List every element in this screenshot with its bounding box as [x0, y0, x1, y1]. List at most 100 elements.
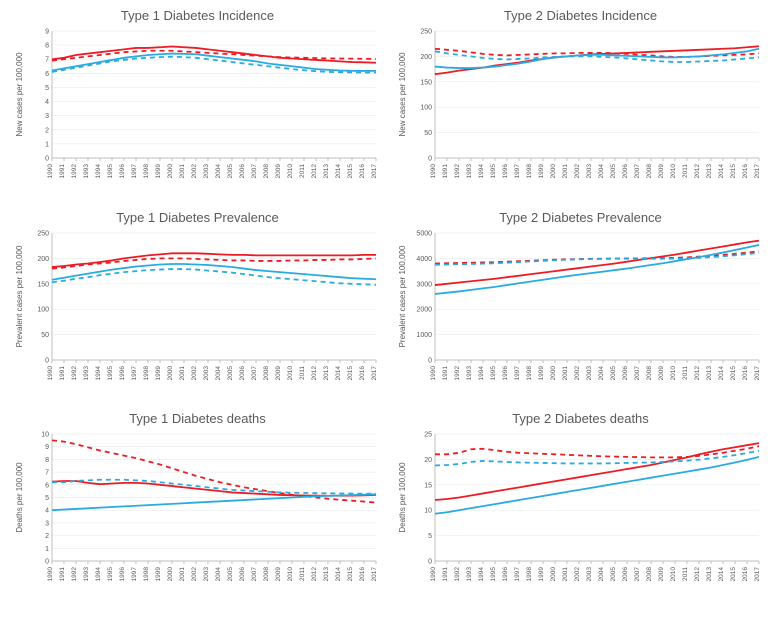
svg-text:2006: 2006 — [622, 164, 629, 179]
svg-text:2004: 2004 — [215, 164, 222, 179]
svg-text:50: 50 — [424, 130, 432, 137]
svg-text:1992: 1992 — [454, 567, 461, 582]
svg-text:7: 7 — [45, 57, 49, 64]
svg-text:2010: 2010 — [670, 567, 677, 582]
svg-text:1997: 1997 — [514, 164, 521, 179]
svg-text:2008: 2008 — [263, 164, 270, 179]
series-t1inc-blue_solid — [52, 54, 376, 71]
chart-svg-t1death: 0123456789101990199119921993199419951996… — [10, 428, 386, 601]
svg-text:2010: 2010 — [287, 567, 294, 582]
svg-text:2: 2 — [45, 533, 49, 540]
svg-text:2002: 2002 — [191, 365, 198, 380]
svg-text:1994: 1994 — [478, 365, 485, 380]
series-t1death-blue_dash — [52, 480, 376, 494]
svg-text:1996: 1996 — [119, 365, 126, 380]
svg-text:1992: 1992 — [71, 567, 78, 582]
svg-text:1997: 1997 — [131, 365, 138, 380]
svg-text:1992: 1992 — [454, 164, 461, 179]
svg-text:1997: 1997 — [514, 365, 521, 380]
svg-text:1993: 1993 — [466, 164, 473, 179]
svg-text:2002: 2002 — [191, 567, 198, 582]
svg-text:2009: 2009 — [275, 365, 282, 380]
svg-text:1990: 1990 — [47, 567, 54, 582]
svg-text:2001: 2001 — [179, 164, 186, 179]
svg-text:2017: 2017 — [754, 567, 761, 582]
svg-text:1998: 1998 — [143, 164, 150, 179]
svg-text:2000: 2000 — [167, 164, 174, 179]
svg-text:2013: 2013 — [706, 567, 713, 582]
svg-text:1999: 1999 — [155, 164, 162, 179]
svg-text:2016: 2016 — [742, 567, 749, 582]
svg-text:2014: 2014 — [718, 365, 725, 380]
svg-text:2013: 2013 — [323, 164, 330, 179]
panel-t1prev: Type 1 Diabetes Prevalence 0501001502002… — [8, 210, 387, 408]
svg-text:2011: 2011 — [682, 164, 689, 178]
svg-text:1998: 1998 — [143, 567, 150, 582]
svg-text:1995: 1995 — [107, 365, 114, 380]
svg-text:2017: 2017 — [754, 365, 761, 380]
svg-text:2004: 2004 — [215, 365, 222, 380]
svg-text:4000: 4000 — [416, 256, 432, 263]
svg-text:2015: 2015 — [730, 365, 737, 380]
svg-text:2009: 2009 — [275, 567, 282, 582]
svg-text:2011: 2011 — [299, 567, 306, 581]
svg-text:1995: 1995 — [490, 365, 497, 380]
svg-text:1991: 1991 — [59, 365, 66, 380]
chart-svg-t1prev: 0501001502002501990199119921993199419951… — [10, 227, 386, 400]
svg-text:5000: 5000 — [416, 230, 432, 237]
svg-text:0: 0 — [428, 559, 432, 566]
svg-text:2013: 2013 — [706, 365, 713, 380]
svg-text:2014: 2014 — [718, 567, 725, 582]
svg-text:1996: 1996 — [502, 365, 509, 380]
svg-text:7: 7 — [45, 470, 49, 477]
svg-text:0: 0 — [45, 559, 49, 566]
svg-text:2012: 2012 — [694, 164, 701, 179]
chart-svg-t2death: 0510152025199019911992199319941995199619… — [393, 428, 769, 601]
svg-text:2012: 2012 — [694, 567, 701, 582]
svg-text:2007: 2007 — [251, 365, 258, 380]
panel-title-t2inc: Type 2 Diabetes Incidence — [504, 8, 657, 23]
svg-text:2009: 2009 — [658, 164, 665, 179]
svg-text:1999: 1999 — [538, 164, 545, 179]
svg-text:5: 5 — [45, 85, 49, 92]
svg-text:5: 5 — [45, 495, 49, 502]
svg-text:1997: 1997 — [131, 567, 138, 582]
chart-svg-t2prev: 0100020003000400050001990199119921993199… — [393, 227, 769, 400]
svg-text:2001: 2001 — [179, 365, 186, 380]
svg-text:2016: 2016 — [742, 365, 749, 380]
svg-text:8: 8 — [45, 457, 49, 464]
svg-text:2006: 2006 — [239, 567, 246, 582]
chart-svg-t2inc: 0501001502002501990199119921993199419951… — [393, 25, 769, 198]
svg-text:2015: 2015 — [730, 567, 737, 582]
svg-text:1996: 1996 — [502, 567, 509, 582]
svg-text:2004: 2004 — [598, 567, 605, 582]
svg-text:2012: 2012 — [311, 567, 318, 582]
svg-text:1998: 1998 — [526, 365, 533, 380]
svg-text:1990: 1990 — [47, 164, 54, 179]
svg-text:2012: 2012 — [311, 365, 318, 380]
svg-text:1996: 1996 — [502, 164, 509, 179]
svg-text:Deaths per 100,000: Deaths per 100,000 — [15, 462, 24, 533]
svg-text:2014: 2014 — [335, 567, 342, 582]
svg-text:Prevalent cases per 100,000: Prevalent cases per 100,000 — [15, 245, 24, 347]
svg-text:1998: 1998 — [526, 567, 533, 582]
svg-text:2000: 2000 — [550, 164, 557, 179]
svg-text:2017: 2017 — [754, 164, 761, 179]
svg-text:2014: 2014 — [335, 365, 342, 380]
svg-text:1990: 1990 — [430, 365, 437, 380]
svg-text:2016: 2016 — [742, 164, 749, 179]
svg-text:2000: 2000 — [167, 567, 174, 582]
svg-text:4: 4 — [45, 99, 49, 106]
svg-text:2008: 2008 — [263, 365, 270, 380]
svg-text:1999: 1999 — [538, 567, 545, 582]
svg-text:2016: 2016 — [359, 567, 366, 582]
svg-text:2: 2 — [45, 127, 49, 134]
series-t2prev-blue_solid — [435, 245, 759, 294]
svg-text:3: 3 — [45, 521, 49, 528]
svg-text:1992: 1992 — [454, 365, 461, 380]
svg-text:2004: 2004 — [598, 365, 605, 380]
svg-text:2001: 2001 — [179, 567, 186, 582]
svg-text:10: 10 — [41, 432, 49, 439]
svg-text:25: 25 — [424, 432, 432, 439]
panel-t2death: Type 2 Diabetes deaths 05101520251990199… — [391, 411, 770, 609]
